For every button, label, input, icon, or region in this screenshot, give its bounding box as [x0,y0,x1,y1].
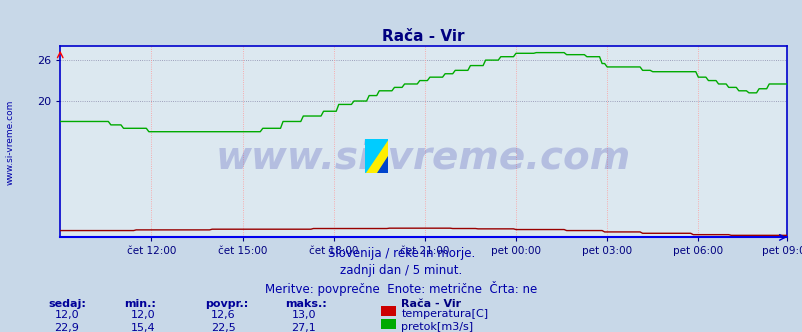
Text: 22,5: 22,5 [211,323,236,332]
Text: 15,4: 15,4 [131,323,156,332]
Text: Meritve: povprečne  Enote: metrične  Črta: ne: Meritve: povprečne Enote: metrične Črta:… [265,281,537,295]
Text: Slovenija / reke in morje.: Slovenija / reke in morje. [327,247,475,260]
Text: zadnji dan / 5 minut.: zadnji dan / 5 minut. [340,264,462,277]
Text: 12,0: 12,0 [55,310,79,320]
Text: 22,9: 22,9 [55,323,79,332]
Polygon shape [376,156,387,173]
Text: sedaj:: sedaj: [48,299,86,309]
Text: min.:: min.: [124,299,156,309]
Text: pretok[m3/s]: pretok[m3/s] [401,322,473,332]
Polygon shape [365,139,387,173]
Text: www.si-vreme.com: www.si-vreme.com [5,100,14,186]
Title: Rača - Vir: Rača - Vir [382,29,464,44]
Text: 12,0: 12,0 [131,310,156,320]
Text: 13,0: 13,0 [291,310,316,320]
Text: Rača - Vir: Rača - Vir [401,299,461,309]
Text: 12,6: 12,6 [211,310,236,320]
Text: povpr.:: povpr.: [205,299,248,309]
Text: www.si-vreme.com: www.si-vreme.com [216,138,630,176]
Text: maks.:: maks.: [285,299,326,309]
Text: 27,1: 27,1 [291,323,316,332]
Text: temperatura[C]: temperatura[C] [401,309,488,319]
Polygon shape [365,139,387,173]
